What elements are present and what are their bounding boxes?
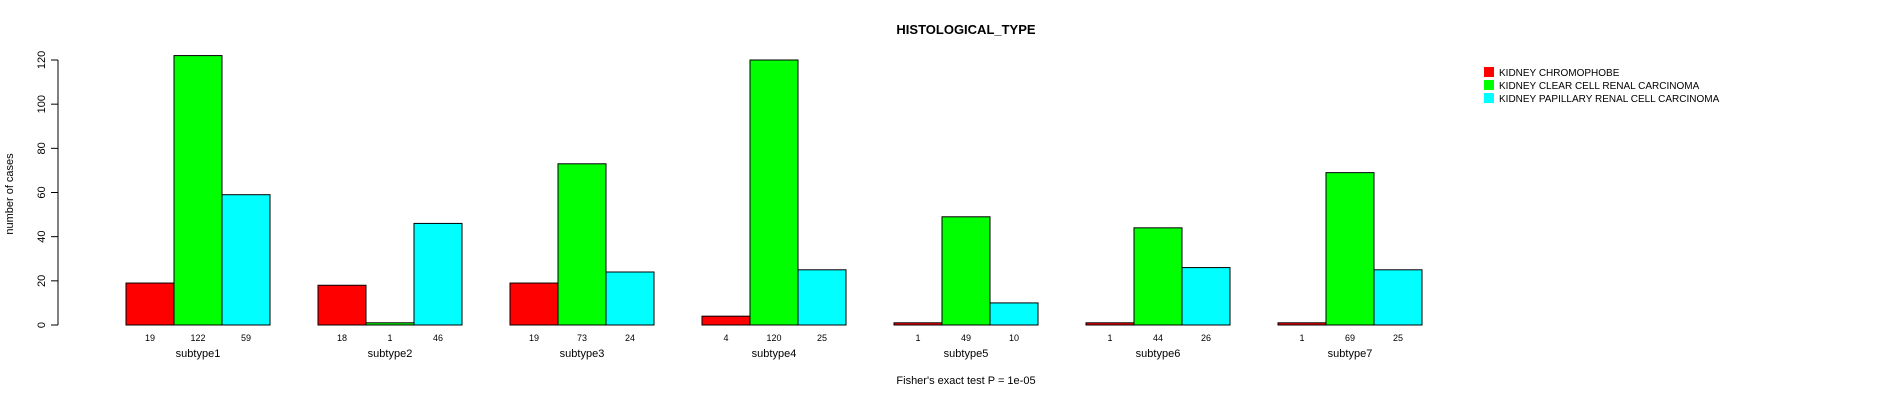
count-label: 120 — [766, 333, 781, 343]
count-label: 69 — [1345, 333, 1355, 343]
legend-swatch — [1484, 80, 1494, 90]
bar-subtype3-3 — [605, 271, 655, 326]
category-label: subtype1 — [176, 348, 221, 360]
y-axis-label: number of cases — [4, 153, 16, 235]
count-label: 24 — [625, 333, 635, 343]
bar-subtype7-2 — [1325, 172, 1375, 326]
count-label: 49 — [961, 333, 971, 343]
bar-subtype2-3 — [413, 222, 463, 326]
count-label: 19 — [529, 333, 539, 343]
count-label: 1 — [387, 333, 392, 343]
category-label: subtype4 — [752, 348, 797, 360]
count-label: 1 — [1299, 333, 1304, 343]
legend-label: KIDNEY PAPILLARY RENAL CELL CARCINOMA — [1499, 94, 1720, 105]
bars-group — [125, 55, 1423, 326]
bar-subtype7-3 — [1373, 269, 1423, 326]
count-label: 26 — [1201, 333, 1211, 343]
count-label: 59 — [241, 333, 251, 343]
y-tick-label: 0 — [36, 322, 48, 328]
count-label: 122 — [190, 333, 205, 343]
count-label: 46 — [433, 333, 443, 343]
bar-subtype5-1 — [893, 322, 943, 326]
count-label: 18 — [337, 333, 347, 343]
bar-subtype1-3 — [221, 194, 271, 326]
y-tick-label: 20 — [36, 275, 48, 287]
bar-subtype2-2 — [365, 322, 415, 326]
y-axis: 0 20 40 60 80 100 120 — [36, 51, 59, 328]
bar-subtype1-2 — [173, 55, 223, 326]
bar-subtype4-1 — [701, 315, 751, 326]
category-label: subtype6 — [1136, 348, 1181, 360]
bar-subtype6-3 — [1181, 267, 1231, 326]
legend-label: KIDNEY CLEAR CELL RENAL CARCINOMA — [1499, 81, 1700, 92]
bar-subtype4-2 — [749, 59, 799, 326]
bar-subtype3-2 — [557, 163, 607, 326]
count-label: 1 — [915, 333, 920, 343]
bar-subtype4-3 — [797, 269, 847, 326]
y-tick-label: 100 — [36, 95, 48, 113]
bar-subtype6-2 — [1133, 227, 1183, 326]
bar-subtype6-1 — [1085, 322, 1135, 326]
category-labels-group: subtype1 subtype2 subtype3 subtype4 subtype5… — [176, 348, 1373, 360]
count-label: 25 — [1393, 333, 1403, 343]
bar-subtype1-1 — [125, 282, 175, 326]
legend-label: KIDNEY CHROMOPHOBE — [1499, 68, 1620, 79]
y-tick-label: 40 — [36, 231, 48, 243]
bar-subtype5-2 — [941, 216, 991, 326]
count-label: 1 — [1107, 333, 1112, 343]
bar-subtype2-1 — [317, 284, 367, 326]
legend: KIDNEY CHROMOPHOBE KIDNEY CLEAR CELL RENA… — [1484, 67, 1720, 105]
count-label: 25 — [817, 333, 827, 343]
count-label: 73 — [577, 333, 587, 343]
chart-title: HISTOLOGICAL_TYPE — [896, 22, 1035, 37]
bar-subtype3-1 — [509, 282, 559, 326]
count-labels-group: 19 122 59 18 1 46 19 73 24 4 120 25 1 49 10 1 44 26 1 69 25 — [145, 333, 1403, 343]
y-tick-label: 120 — [36, 51, 48, 69]
bar-subtype7-1 — [1277, 322, 1327, 326]
legend-swatch — [1484, 93, 1494, 103]
category-label: subtype2 — [368, 348, 413, 360]
x-axis-label: Fisher's exact test P = 1e-05 — [896, 375, 1035, 387]
count-label: 19 — [145, 333, 155, 343]
y-tick-label: 60 — [36, 186, 48, 198]
legend-swatch — [1484, 67, 1494, 77]
category-label: subtype5 — [944, 348, 989, 360]
count-label: 4 — [723, 333, 728, 343]
count-label: 10 — [1009, 333, 1019, 343]
y-tick-label: 80 — [36, 142, 48, 154]
count-label: 44 — [1153, 333, 1163, 343]
bar-subtype5-3 — [989, 302, 1039, 326]
category-label: subtype7 — [1328, 348, 1373, 360]
category-label: subtype3 — [560, 348, 605, 360]
